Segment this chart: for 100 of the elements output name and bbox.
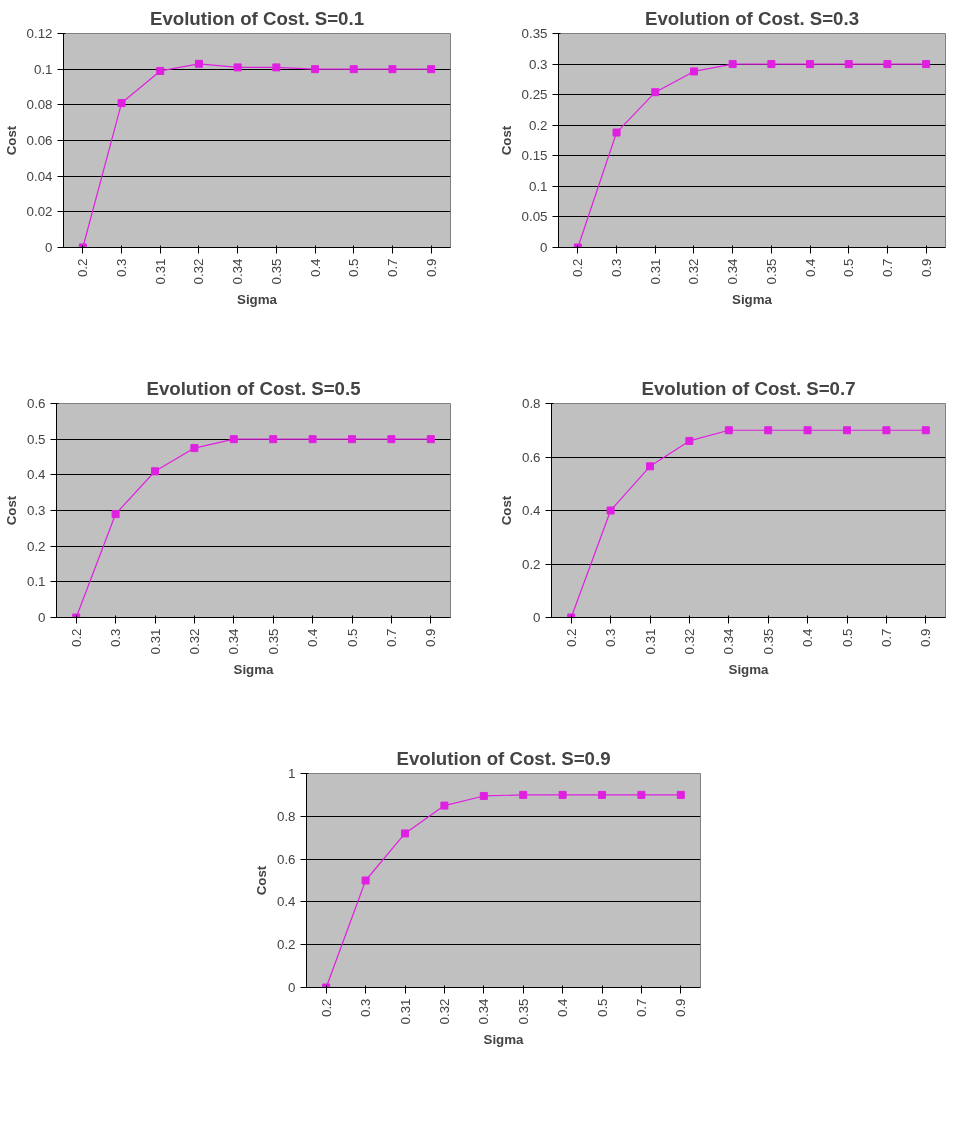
x-axis-title: Sigma	[728, 662, 770, 678]
x-tick-label: 0.9	[423, 258, 439, 278]
point	[308, 435, 317, 444]
x-tick-label: 0.9	[918, 628, 934, 648]
point	[479, 791, 488, 800]
x-tick-label: 0.2	[563, 628, 579, 648]
x-tick-label: 0.32	[436, 998, 452, 1025]
x-tick-label: 0.3	[114, 258, 130, 278]
point	[151, 467, 159, 476]
x-axis-title: Sigma	[732, 292, 773, 308]
x-tick-label: 0.31	[152, 258, 168, 285]
y-tick-label: 0.1	[528, 178, 548, 194]
x-tick-label: 0.9	[918, 258, 934, 278]
point	[387, 435, 396, 444]
x-tick-label: 0.3	[603, 628, 619, 648]
y-tick-label: 0.35	[521, 26, 548, 41]
point	[803, 426, 812, 435]
x-tick-label: 0.31	[397, 998, 413, 1025]
x-tick-label: 0.3	[108, 628, 124, 648]
y-tick-label: 0.8	[521, 396, 541, 411]
y-tick-label: 0.4	[521, 503, 542, 518]
y-tick-label: 0	[38, 610, 46, 625]
chart-title: Evolution of Cost. S=0.9	[396, 747, 611, 769]
point	[676, 790, 685, 799]
x-axis-title: Sigma	[483, 1032, 525, 1048]
y-tick-label: 0.2	[26, 538, 46, 554]
x-tick-label: 0.9	[673, 998, 689, 1018]
point	[637, 790, 646, 799]
x-tick-label: 0.4	[307, 257, 323, 278]
x-tick-label: 0.34	[725, 257, 741, 285]
x-tick-label: 0.34	[226, 627, 242, 655]
x-tick-label: 0.35	[763, 258, 779, 285]
y-tick-label: 0.25	[521, 87, 548, 103]
y-tick-label: 0.6	[26, 396, 46, 411]
y-tick-label: 0.12	[26, 26, 53, 41]
point	[806, 60, 815, 69]
point	[612, 128, 621, 137]
y-tick-label: 0.08	[26, 97, 53, 113]
x-tick-label: 0.3	[358, 998, 374, 1018]
x-tick-label: 0.7	[879, 258, 895, 278]
y-tick-label: 0	[540, 240, 548, 255]
y-tick-label: 0	[45, 240, 53, 255]
chart-title: Evolution of Cost. S=0.3	[644, 7, 860, 29]
x-axis-title: Sigma	[237, 292, 278, 308]
point	[426, 435, 435, 444]
point	[646, 462, 654, 471]
point	[269, 435, 278, 444]
y-axis-title: Cost	[253, 865, 269, 896]
x-tick-label: 0.3	[609, 258, 625, 278]
point	[606, 506, 615, 515]
x-tick-label: 0.35	[760, 628, 776, 655]
y-axis-title: Cost	[498, 125, 514, 156]
y-tick-label: 0.05	[521, 209, 548, 225]
x-tick-label: 0.34	[230, 257, 246, 285]
y-tick-label: 0.1	[26, 574, 46, 590]
y-tick-label: 0.2	[521, 556, 541, 572]
y-tick-label: 0.04	[26, 168, 54, 184]
y-tick-label: 0.06	[26, 133, 53, 148]
y-tick-label: 0.5	[26, 431, 46, 447]
point	[348, 435, 356, 444]
point	[156, 66, 165, 75]
chart-title: Evolution of Cost. S=0.1	[149, 7, 365, 29]
point	[190, 444, 199, 453]
y-tick-label: 0.2	[528, 117, 548, 133]
x-tick-label: 0.5	[841, 258, 857, 278]
point	[843, 426, 851, 435]
y-axis-title: Cost	[498, 495, 514, 526]
y-tick-label: 0.3	[528, 56, 548, 72]
point	[598, 790, 606, 799]
point	[272, 63, 281, 72]
point	[361, 876, 370, 885]
y-tick-label: 0.4	[276, 894, 297, 910]
point	[519, 790, 528, 799]
point	[229, 435, 238, 444]
x-tick-label: 0.9	[423, 628, 439, 648]
x-tick-label: 0.32	[681, 628, 697, 655]
point	[349, 65, 358, 74]
y-tick-label: 0.6	[521, 449, 541, 465]
point	[401, 829, 409, 838]
y-tick-label: 0.1	[33, 61, 53, 77]
point	[883, 60, 892, 69]
x-tick-label: 0.2	[75, 258, 91, 278]
chart-title: Evolution of Cost. S=0.5	[146, 377, 361, 399]
y-tick-label: 0.3	[26, 503, 46, 518]
x-tick-label: 0.34	[721, 627, 737, 655]
y-tick-label: 0.2	[276, 937, 296, 953]
point	[388, 65, 397, 74]
point	[427, 65, 436, 74]
x-tick-label: 0.5	[839, 628, 855, 648]
point	[111, 510, 120, 519]
x-tick-label: 0.31	[647, 258, 663, 285]
y-tick-label: 1	[288, 766, 296, 781]
point	[651, 88, 660, 97]
point	[724, 426, 733, 435]
point	[117, 99, 126, 108]
point	[767, 60, 776, 69]
y-tick-label: 0.15	[521, 148, 548, 164]
x-tick-label: 0.32	[686, 258, 702, 285]
y-tick-label: 0.8	[276, 808, 296, 824]
x-tick-label: 0.2	[318, 998, 334, 1018]
